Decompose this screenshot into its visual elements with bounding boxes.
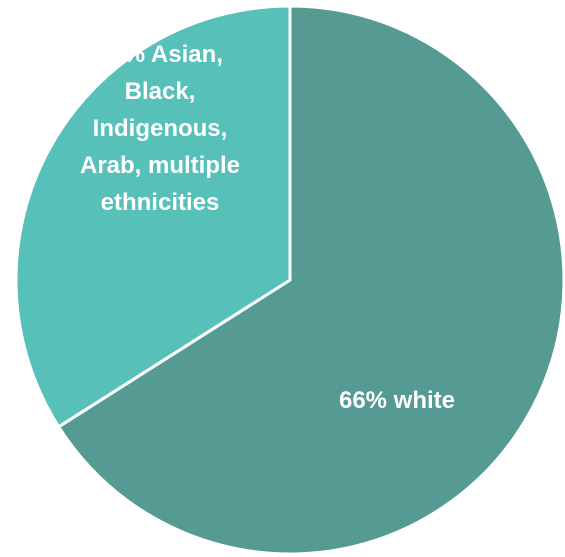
slice-label-line: 34% Asian,	[97, 41, 223, 68]
slice-label-line: Arab, multiple	[80, 152, 240, 179]
slice-asian-black-indigenous-arab-multiple	[14, 4, 292, 429]
slice-label-white: 66% white	[339, 387, 455, 414]
pie-slices	[14, 4, 565, 556]
slice-label-line: Black,	[125, 78, 196, 105]
pie-labels: 66% white 34% Asian, Black, Indigenous, Ara…	[80, 41, 455, 414]
slice-white	[57, 4, 565, 556]
slice-label-line: 66% white	[339, 387, 455, 414]
slice-label-asian-black-indigenous-arab-multiple: 34% Asian, Black, Indigenous, Arab, multipl…	[80, 41, 240, 216]
slice-label-line: ethnicities	[101, 189, 220, 216]
slice-label-line: Indigenous,	[93, 115, 228, 142]
